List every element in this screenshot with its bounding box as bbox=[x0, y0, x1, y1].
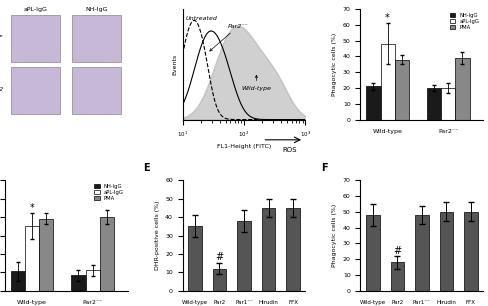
Text: *: * bbox=[385, 13, 390, 23]
Text: TF: TF bbox=[0, 35, 3, 40]
Bar bbox=[39, 219, 53, 291]
Legend: NH-IgG, aPL-IgG, PMA: NH-IgG, aPL-IgG, PMA bbox=[93, 183, 125, 202]
Bar bbox=[441, 88, 455, 120]
Bar bbox=[11, 271, 25, 291]
Bar bbox=[72, 67, 122, 114]
Bar bbox=[415, 215, 428, 291]
Text: Wild-type: Wild-type bbox=[241, 75, 271, 91]
Bar bbox=[440, 212, 453, 291]
Bar bbox=[100, 217, 114, 291]
Text: Par2: Par2 bbox=[0, 87, 3, 92]
Text: NH-IgG: NH-IgG bbox=[85, 7, 108, 13]
Text: aPL-IgG: aPL-IgG bbox=[23, 7, 47, 13]
Bar bbox=[381, 44, 395, 120]
Bar bbox=[188, 226, 202, 291]
Bar bbox=[286, 208, 300, 291]
Bar bbox=[11, 15, 60, 62]
Text: #: # bbox=[393, 246, 401, 256]
Y-axis label: Events: Events bbox=[172, 54, 177, 75]
Text: C: C bbox=[321, 0, 328, 2]
Bar bbox=[25, 226, 39, 291]
Text: ROS: ROS bbox=[282, 147, 297, 153]
Bar bbox=[395, 60, 409, 120]
Bar bbox=[262, 208, 275, 291]
Bar bbox=[237, 221, 251, 291]
Bar bbox=[72, 15, 122, 62]
Text: E: E bbox=[143, 163, 150, 174]
Bar bbox=[213, 269, 226, 291]
Bar bbox=[11, 67, 60, 114]
Bar bbox=[71, 275, 85, 291]
Legend: NH-IgG, aPL-IgG, PMA: NH-IgG, aPL-IgG, PMA bbox=[449, 12, 481, 31]
Text: Par2⁻⁻: Par2⁻⁻ bbox=[210, 24, 249, 51]
Text: Untreated: Untreated bbox=[185, 16, 217, 21]
Bar bbox=[455, 58, 469, 120]
Y-axis label: DHR-positive cells (%): DHR-positive cells (%) bbox=[155, 201, 160, 270]
Text: F: F bbox=[321, 163, 328, 174]
Text: *: * bbox=[30, 203, 34, 213]
Bar bbox=[366, 87, 381, 120]
Bar bbox=[390, 262, 404, 291]
Text: B: B bbox=[156, 0, 163, 2]
Bar bbox=[85, 271, 100, 291]
Y-axis label: Phagocytic cells (%): Phagocytic cells (%) bbox=[332, 33, 337, 96]
Text: #: # bbox=[215, 252, 224, 262]
X-axis label: FL1-Height (FITC): FL1-Height (FITC) bbox=[217, 144, 271, 149]
Bar bbox=[366, 215, 380, 291]
Bar bbox=[464, 212, 478, 291]
Bar bbox=[427, 88, 441, 120]
Y-axis label: Phagocytic cells (%): Phagocytic cells (%) bbox=[332, 204, 337, 267]
